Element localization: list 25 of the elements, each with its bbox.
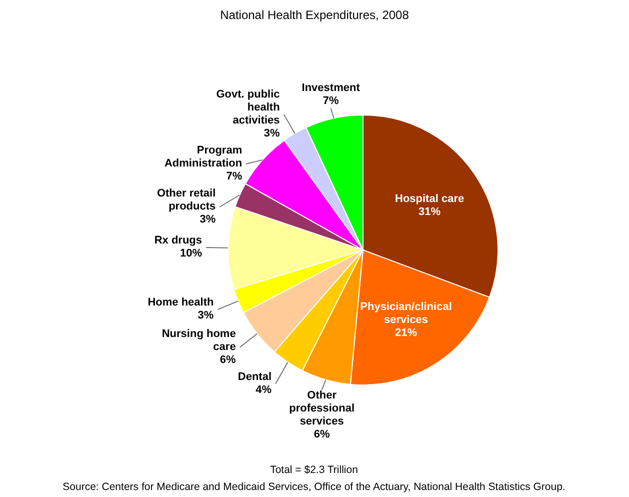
data-label: 7% <box>322 95 339 108</box>
data-label: 3% <box>198 310 214 322</box>
data-label: 21% <box>395 327 418 340</box>
data-label: 4% <box>256 384 272 396</box>
data-label: 3% <box>264 127 280 140</box>
slice-label: Physician/clinical services <box>360 301 452 326</box>
data-label: 6% <box>314 428 330 441</box>
data-label: 6% <box>220 354 236 366</box>
text: Total = $2.3 Trillion <box>270 464 358 476</box>
data-label: 3% <box>200 213 216 226</box>
slice-label: Home health <box>148 296 214 309</box>
data-label: 31% <box>418 206 441 218</box>
slice-label: Investment <box>302 82 360 94</box>
data-label: 7% <box>226 170 242 182</box>
data-label: 10% <box>180 248 202 260</box>
slice-label: Program Administration <box>164 144 242 170</box>
slice-label: Rx drugs <box>154 234 202 247</box>
slice-label: Hospital care <box>395 192 464 205</box>
slice-label: Other professional services <box>289 390 355 428</box>
slice-label: Govt. public health activities <box>216 88 280 126</box>
slice-label: Dental <box>238 370 272 383</box>
chart-title: National Health Expenditures, 2008 <box>220 8 410 22</box>
slice-label: Nursing home care <box>162 328 236 353</box>
slice-label: Other retail products <box>156 187 216 212</box>
source-note: Source: Centers for Medicare and Medicaid Services, Office of the Actuary, National Health Statistics Group. <box>62 481 566 493</box>
